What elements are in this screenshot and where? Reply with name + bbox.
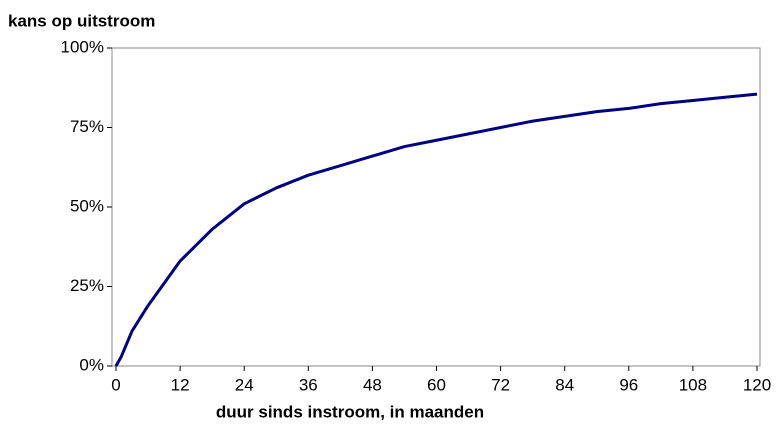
plot-frame <box>111 47 761 367</box>
y-tick-label: 0% <box>79 355 104 374</box>
x-tick-label: 60 <box>427 375 446 394</box>
x-tick-label: 24 <box>235 375 254 394</box>
y-axis-title: kans op uitstroom <box>8 11 155 30</box>
x-tick-label: 72 <box>491 375 510 394</box>
line-series <box>114 92 758 367</box>
x-tick-label: 120 <box>743 375 771 394</box>
x-axis-title: duur sinds instroom, in maanden <box>216 402 484 421</box>
x-tick-label: 36 <box>299 375 318 394</box>
x-tick-label: 84 <box>555 375 574 394</box>
x-tick-label: 48 <box>363 375 382 394</box>
x-tick-label: 0 <box>111 375 120 394</box>
y-tick-label: 50% <box>70 196 104 215</box>
x-tick-label: 108 <box>679 375 707 394</box>
x-tick-label: 96 <box>619 375 638 394</box>
y-tick-label: 100% <box>61 37 104 56</box>
x-tick-label: 12 <box>171 375 190 394</box>
y-tick-label: 75% <box>70 117 104 136</box>
y-tick-label: 25% <box>70 276 104 295</box>
